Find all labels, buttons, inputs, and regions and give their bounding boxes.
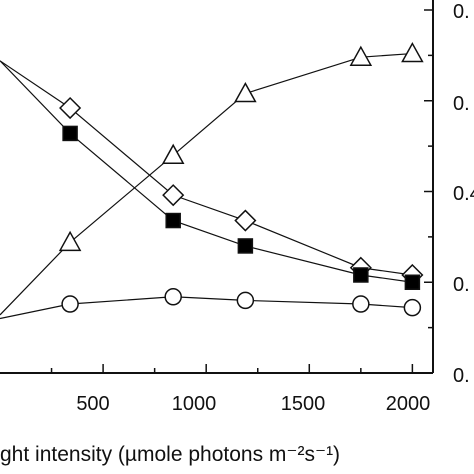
data-point-triangle-open bbox=[161, 143, 185, 164]
data-point-diamond-open bbox=[162, 184, 185, 207]
y-right-tick-label-5: 0. bbox=[453, 365, 470, 387]
x-tick-label-500: 500 bbox=[76, 393, 109, 415]
data-point-triangle-open bbox=[349, 45, 373, 66]
plot-frame bbox=[0, 0, 434, 374]
data-point-square-filled bbox=[62, 125, 78, 142]
series-line bbox=[0, 296, 413, 320]
series-line bbox=[0, 60, 413, 283]
series-circle-open bbox=[0, 288, 422, 320]
data-point-diamond-open bbox=[59, 96, 82, 120]
data-point-triangle-open bbox=[401, 42, 424, 63]
data-point-triangle-open bbox=[234, 81, 257, 103]
series-line bbox=[0, 60, 413, 276]
tick-label-group: 500 1000 1500 2000 0. 0. 0.4 0. 0. bbox=[76, 1, 474, 415]
y-right-tick-label-3: 0.4 bbox=[453, 183, 474, 205]
series-square-filled bbox=[0, 60, 421, 290]
data-point-square-filled bbox=[165, 212, 181, 229]
data-point-circle-open bbox=[236, 291, 255, 310]
x-tick-label-1500: 1500 bbox=[281, 393, 326, 415]
y-right-tick-label-2: 0. bbox=[453, 93, 470, 115]
y-right-tick-label-4: 0. bbox=[453, 274, 470, 296]
data-point-circle-open bbox=[164, 288, 182, 306]
data-point-circle-open bbox=[352, 295, 370, 313]
data-point-triangle-open bbox=[58, 230, 82, 252]
series-diamond-open bbox=[0, 60, 424, 287]
x-tick-label-2000: 2000 bbox=[386, 393, 431, 415]
data-point-square-filled bbox=[404, 274, 421, 290]
x-axis-title: ght intensity (µmole photons m⁻²s⁻¹) bbox=[0, 443, 340, 466]
data-point-square-filled bbox=[353, 267, 369, 283]
tick-group bbox=[50, 9, 433, 373]
series-layer bbox=[0, 42, 424, 320]
series-triangle-open bbox=[0, 42, 424, 316]
data-point-square-filled bbox=[237, 238, 254, 254]
data-point-diamond-open bbox=[234, 209, 257, 232]
y-right-tick-label-1: 0. bbox=[453, 1, 470, 23]
data-point-circle-open bbox=[61, 295, 79, 313]
series-line bbox=[0, 52, 413, 316]
data-point-circle-open bbox=[403, 298, 422, 317]
x-tick-label-1000: 1000 bbox=[172, 393, 217, 415]
